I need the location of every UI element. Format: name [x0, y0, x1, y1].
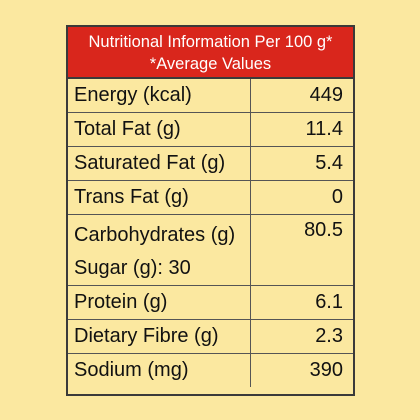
table-row-protein: Protein (g) 6.1 — [68, 285, 353, 320]
table-row-energy: Energy (kcal) 449 — [68, 79, 353, 113]
row-label: Dietary Fibre (g) — [68, 319, 251, 354]
nutrition-label: Nutritional Information Per 100 g* *Aver… — [66, 25, 355, 396]
row-value: 2.3 — [250, 319, 353, 354]
table-row-trans-fat: Trans Fat (g) 0 — [68, 180, 353, 215]
header-title: Nutritional Information Per 100 g* — [88, 33, 333, 51]
table-row-sodium: Sodium (mg) 390 — [68, 353, 353, 387]
row-label: Total Fat (g) — [68, 112, 251, 147]
nutrition-header: Nutritional Information Per 100 g* *Aver… — [68, 27, 353, 79]
row-value: 11.4 — [250, 112, 353, 147]
row-value: 80.5 — [250, 214, 353, 286]
row-label: Protein (g) — [68, 285, 251, 320]
row-value: 0 — [250, 180, 353, 215]
table-row-saturated-fat: Saturated Fat (g) 5.4 — [68, 146, 353, 181]
row-label: Saturated Fat (g) — [68, 146, 251, 181]
row-value: 5.4 — [250, 146, 353, 181]
sugar-label: Sugar (g): 30 — [74, 257, 191, 279]
carbohydrates-label: Carbohydrates (g) — [74, 224, 236, 246]
row-value: 449 — [250, 79, 353, 113]
table-row-total-fat: Total Fat (g) 11.4 — [68, 112, 353, 147]
row-value: 6.1 — [250, 285, 353, 320]
table-row-dietary-fibre: Dietary Fibre (g) 2.3 — [68, 319, 353, 354]
table-row-carbohydrates: Carbohydrates (g) Sugar (g): 30 80.5 — [68, 214, 353, 286]
nutrition-table: Energy (kcal) 449 Total Fat (g) 11.4 Sat… — [68, 79, 353, 387]
header-subtitle: *Average Values — [149, 55, 272, 73]
row-label: Trans Fat (g) — [68, 180, 251, 215]
row-label: Energy (kcal) — [68, 79, 251, 113]
row-label: Sodium (mg) — [68, 353, 251, 387]
row-label: Carbohydrates (g) Sugar (g): 30 — [68, 214, 251, 286]
row-value: 390 — [250, 353, 353, 387]
